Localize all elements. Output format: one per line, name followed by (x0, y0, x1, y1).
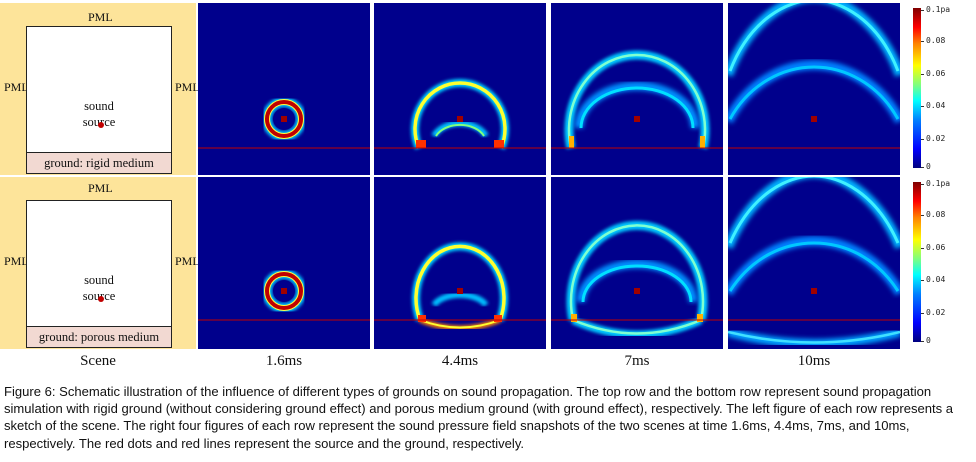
source-dot (98, 296, 104, 302)
field-porous-10ms (728, 177, 900, 349)
colorbar-tick: 0.06 (920, 243, 946, 252)
source-dot (98, 122, 104, 128)
ground-label: ground: rigid medium (27, 152, 171, 173)
column-label-10ms: 10ms (797, 353, 831, 369)
figure-caption: Figure 6: Schematic illustration of the … (4, 384, 954, 451)
colorbar-tick: 0.02 (920, 308, 946, 317)
column-label-7ms: 7ms (624, 353, 650, 369)
field-rigid-1.6ms (198, 3, 370, 175)
colorbar-bottom (913, 182, 921, 342)
pml-label-left: PML (4, 80, 29, 94)
scene-sketch-rigid: PML PML PML sound source ground: rigid m… (0, 3, 200, 175)
field-porous-4.4ms (374, 177, 546, 349)
colorbar-tick: 0.04 (920, 101, 946, 110)
colorbar-tick: 0 (921, 162, 931, 171)
column-label-1.6ms: 1.6ms (265, 353, 303, 369)
pml-label-right: PML (175, 80, 200, 94)
field-rigid-7ms (551, 3, 723, 175)
column-label-scene: Scene (80, 353, 116, 369)
column-label-4.4ms: 4.4ms (441, 353, 479, 369)
scene-domain: sound source ground: porous medium (26, 200, 172, 348)
colorbar-tick: 0.02 (920, 134, 946, 143)
field-rigid-10ms (728, 3, 900, 175)
scene-domain: sound source ground: rigid medium (26, 26, 172, 174)
colorbar-tick: 0.04 (920, 275, 946, 284)
pml-label-top: PML (88, 10, 113, 24)
colorbar-top-label: 0.1pa (920, 179, 951, 188)
colorbar-top-label: 0.1pa (920, 5, 951, 14)
colorbar-tick: 0.06 (920, 69, 946, 78)
pml-label-left: PML (4, 254, 29, 268)
colorbar-top (913, 8, 921, 168)
ground-label: ground: porous medium (27, 326, 171, 347)
colorbar-tick: 0.08 (920, 210, 946, 219)
colorbar-tick: 0.08 (920, 36, 946, 45)
scene-sketch-porous: PML PML PML sound source ground: porous … (0, 177, 200, 349)
pml-label-right: PML (175, 254, 200, 268)
field-porous-1.6ms (198, 177, 370, 349)
field-porous-7ms (551, 177, 723, 349)
pml-label-top: PML (88, 181, 113, 195)
colorbar-tick: 0 (921, 336, 931, 345)
field-rigid-4.4ms (374, 3, 546, 175)
